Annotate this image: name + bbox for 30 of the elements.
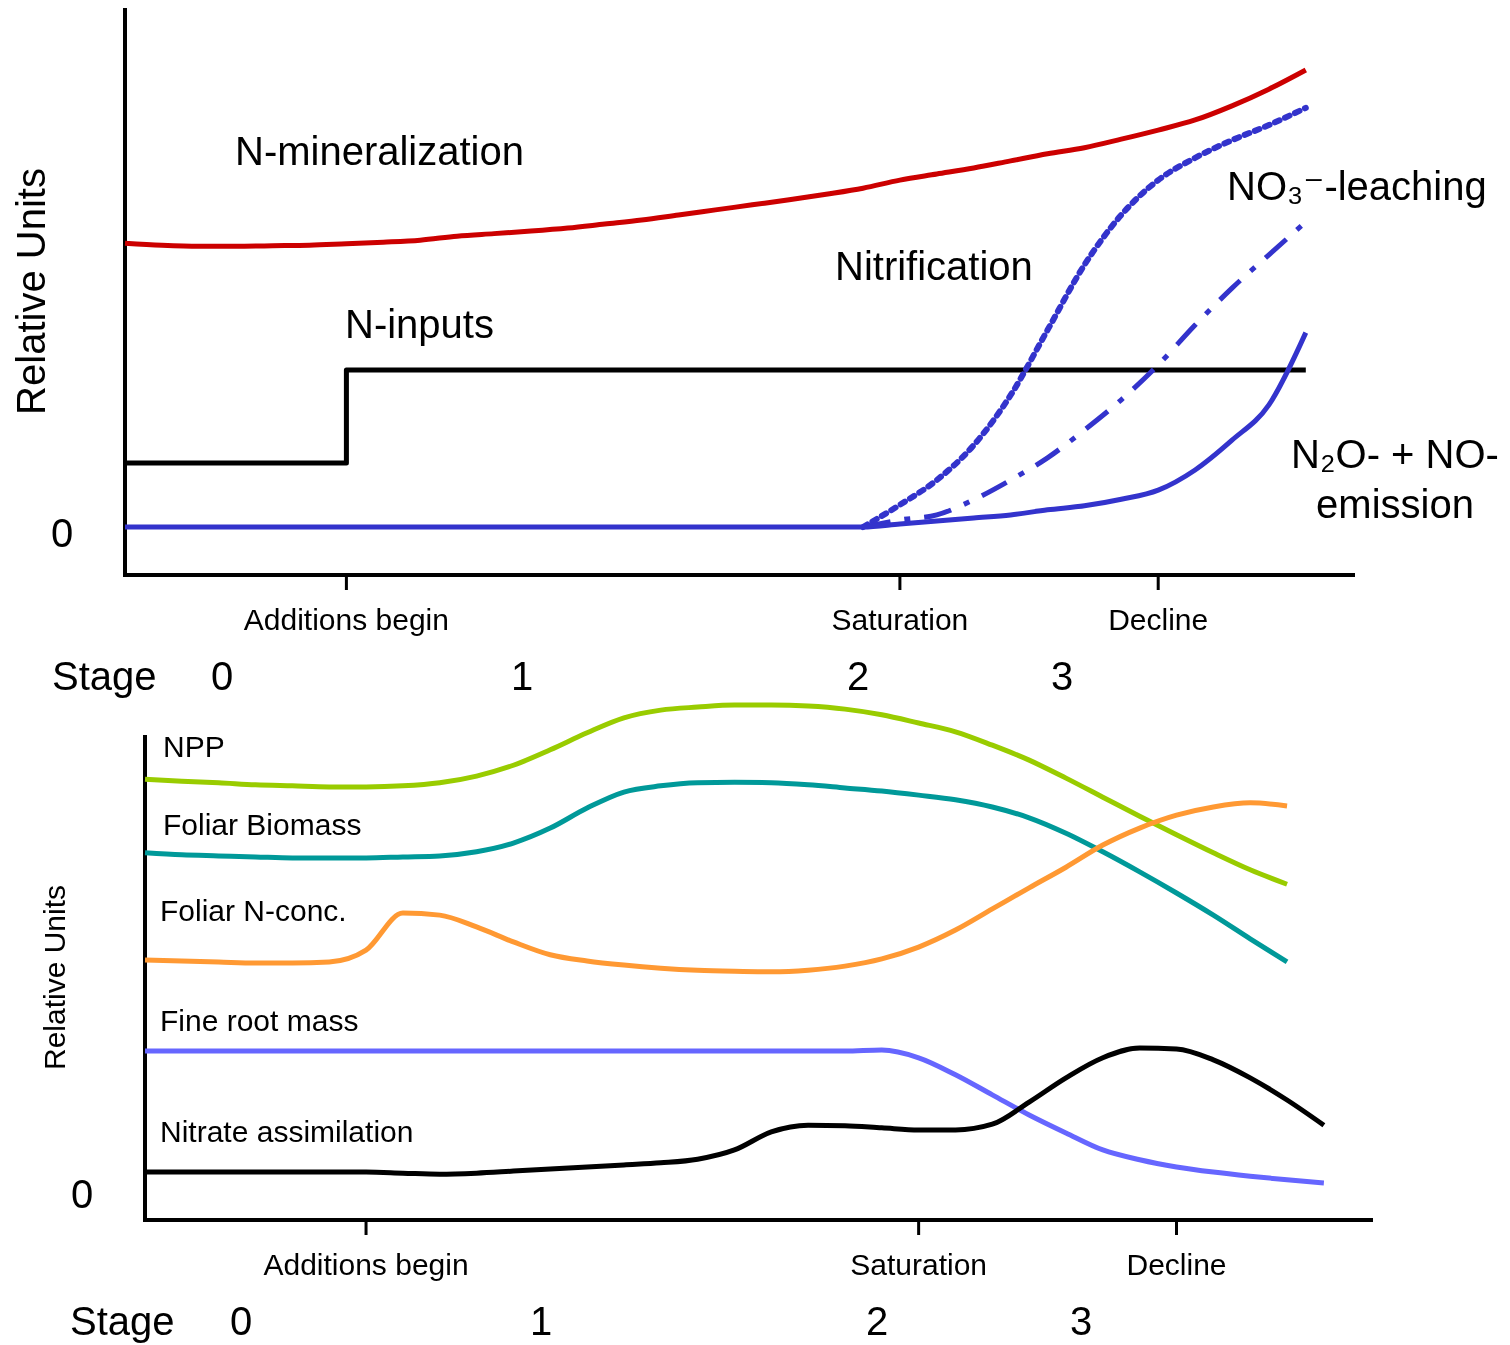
series-label: Fine root mass: [160, 1004, 359, 1037]
series-label: N-inputs: [345, 302, 494, 346]
x-tick-label: Decline: [1108, 603, 1209, 636]
series-label: Nitrate assimilation: [160, 1115, 414, 1148]
y-axis-title: Relative Units: [9, 168, 53, 415]
text: Stage: [52, 654, 157, 698]
x-tick-label: Additions begin: [263, 1248, 469, 1281]
text: 1: [529, 1299, 553, 1343]
x-tick-label: Additions begin: [243, 603, 449, 636]
series-label: Nitrification: [835, 244, 1033, 288]
text: 2: [846, 654, 870, 698]
text: 0: [50, 511, 74, 555]
text: Stage: [70, 1299, 175, 1343]
text: 0: [70, 1172, 94, 1216]
series-label: N-mineralization: [235, 129, 524, 173]
text: 0: [229, 1299, 253, 1343]
series-label: Foliar Biomass: [163, 808, 362, 841]
series-label: NO₃⁻-leaching: [1227, 164, 1487, 208]
text: 2: [865, 1299, 889, 1343]
y-axis-title: Relative Units: [38, 884, 71, 1071]
series-label: Foliar N-conc.: [160, 894, 347, 927]
series-label: NPP: [163, 730, 225, 763]
text: 3: [1050, 654, 1074, 698]
text: 0: [210, 654, 234, 698]
text: 3: [1069, 1299, 1093, 1343]
x-tick-label: Saturation: [831, 603, 969, 636]
x-tick-label: Saturation: [850, 1248, 988, 1281]
x-tick-label: Decline: [1126, 1248, 1227, 1281]
text: 1: [510, 654, 534, 698]
series-label: N₂O- + NO- emission: [1291, 432, 1499, 526]
